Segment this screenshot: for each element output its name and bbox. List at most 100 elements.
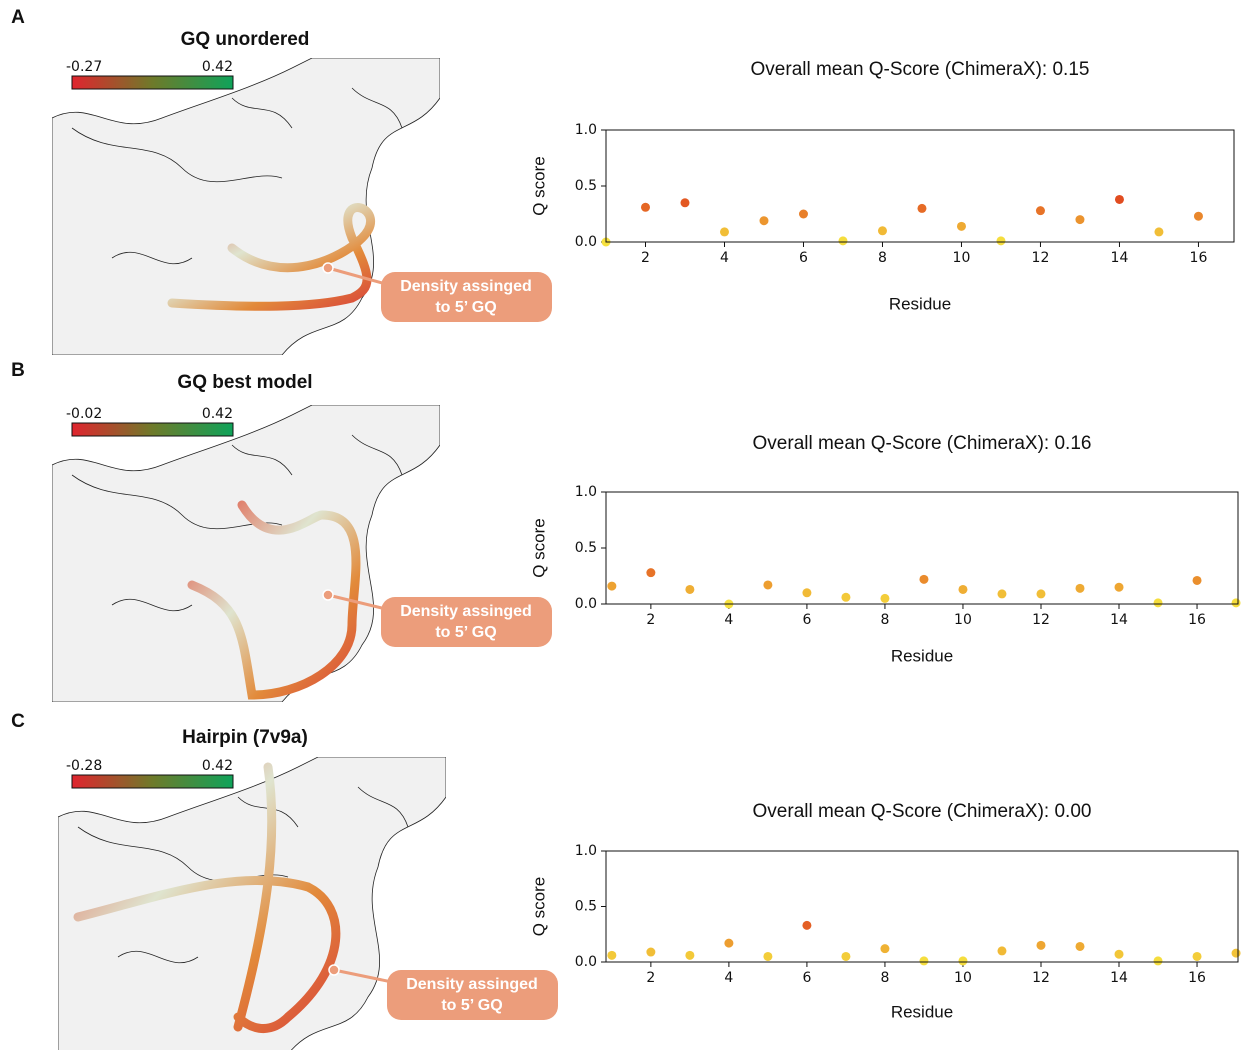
annotation-text: to 5’ GQ (441, 997, 502, 1014)
y-tick-label: 0.0 (575, 596, 597, 612)
plot-frame (606, 492, 1238, 604)
point (997, 589, 1006, 598)
point (1115, 583, 1124, 592)
point (917, 204, 926, 213)
x-tick-label: 4 (724, 970, 733, 986)
y-tick-label: 0.0 (575, 234, 597, 250)
image-title: GQ unordered (181, 29, 310, 50)
point (841, 952, 850, 961)
point (763, 952, 772, 961)
colorbar (72, 423, 233, 436)
point (720, 227, 729, 236)
x-tick-label: 8 (878, 250, 887, 266)
y-tick-label: 1.0 (575, 122, 597, 138)
x-axis-label: Residue (891, 646, 953, 665)
x-tick-label: 4 (720, 250, 729, 266)
point (802, 921, 811, 930)
point (1115, 195, 1124, 204)
point (1193, 952, 1202, 961)
x-tick-label: 16 (1190, 250, 1208, 266)
image-title: GQ best model (177, 372, 312, 393)
y-tick-label: 0.5 (575, 899, 597, 915)
colorbar-min: -0.28 (66, 758, 102, 774)
point (1193, 576, 1202, 585)
point (1154, 956, 1163, 965)
point (957, 222, 966, 231)
point (1036, 589, 1045, 598)
x-tick-label: 14 (1110, 970, 1128, 986)
colorbar-max: 0.42 (202, 406, 233, 422)
colorbar-min: -0.02 (66, 406, 102, 422)
y-axis-label: Q score (529, 877, 548, 937)
point (996, 236, 1005, 245)
x-tick-label: 16 (1188, 970, 1206, 986)
point (641, 203, 650, 212)
annotation-text: Density assinged (400, 278, 532, 295)
colorbar-min: -0.27 (66, 59, 102, 75)
x-axis-label: Residue (891, 1002, 953, 1021)
x-tick-label: 10 (953, 250, 971, 266)
x-tick-label: 8 (880, 970, 889, 986)
point (919, 956, 928, 965)
panel-label: C (11, 711, 25, 732)
y-tick-label: 1.0 (575, 843, 597, 859)
colorbar-max: 0.42 (202, 758, 233, 774)
x-tick-label: 2 (646, 612, 655, 628)
x-tick-label: 2 (641, 250, 650, 266)
point (1115, 950, 1124, 959)
point (841, 593, 850, 602)
point (1232, 949, 1241, 958)
point (607, 582, 616, 591)
colorbar-max: 0.42 (202, 59, 233, 75)
x-tick-label: 10 (954, 970, 972, 986)
annotation-text: to 5’ GQ (435, 299, 496, 316)
annotation-dot (329, 965, 339, 975)
point (1036, 941, 1045, 950)
y-axis-label: Q score (529, 518, 548, 578)
y-tick-label: 0.0 (575, 954, 597, 970)
x-tick-label: 12 (1032, 970, 1050, 986)
point (958, 585, 967, 594)
point (1154, 598, 1163, 607)
point (1076, 942, 1085, 951)
chart-title: Overall mean Q-Score (ChimeraX): 0.15 (751, 59, 1090, 80)
point (1194, 212, 1203, 221)
point (880, 594, 889, 603)
x-tick-label: 6 (802, 970, 811, 986)
x-tick-label: 6 (802, 612, 811, 628)
figure: AGQ unordered-0.270.42Density assingedto… (0, 0, 1248, 1050)
point (958, 956, 967, 965)
point (759, 216, 768, 225)
point (685, 585, 694, 594)
point (1232, 598, 1241, 607)
point (1154, 227, 1163, 236)
point (880, 944, 889, 953)
chart-title: Overall mean Q-Score (ChimeraX): 0.16 (753, 433, 1092, 454)
y-tick-label: 0.5 (575, 540, 597, 556)
point (919, 575, 928, 584)
x-tick-label: 14 (1110, 612, 1128, 628)
point (799, 210, 808, 219)
annotation-text: Density assinged (400, 603, 532, 620)
point (646, 568, 655, 577)
x-axis-label: Residue (889, 294, 951, 313)
point (646, 948, 655, 957)
annotation-text: Density assinged (406, 976, 538, 993)
point (685, 951, 694, 960)
x-tick-label: 10 (954, 612, 972, 628)
image-title: Hairpin (7v9a) (182, 727, 308, 748)
x-tick-label: 2 (646, 970, 655, 986)
annotation-dot (323, 263, 333, 273)
point (763, 580, 772, 589)
x-tick-label: 8 (880, 612, 889, 628)
y-axis-label: Q score (529, 156, 548, 216)
y-tick-label: 0.5 (575, 178, 597, 194)
density-map (52, 405, 440, 702)
plot-frame (606, 851, 1238, 962)
point (1036, 206, 1045, 215)
annotation-text: to 5’ GQ (435, 624, 496, 641)
plot-frame (606, 130, 1234, 242)
colorbar (72, 775, 233, 788)
point (802, 588, 811, 597)
y-tick-label: 1.0 (575, 484, 597, 500)
